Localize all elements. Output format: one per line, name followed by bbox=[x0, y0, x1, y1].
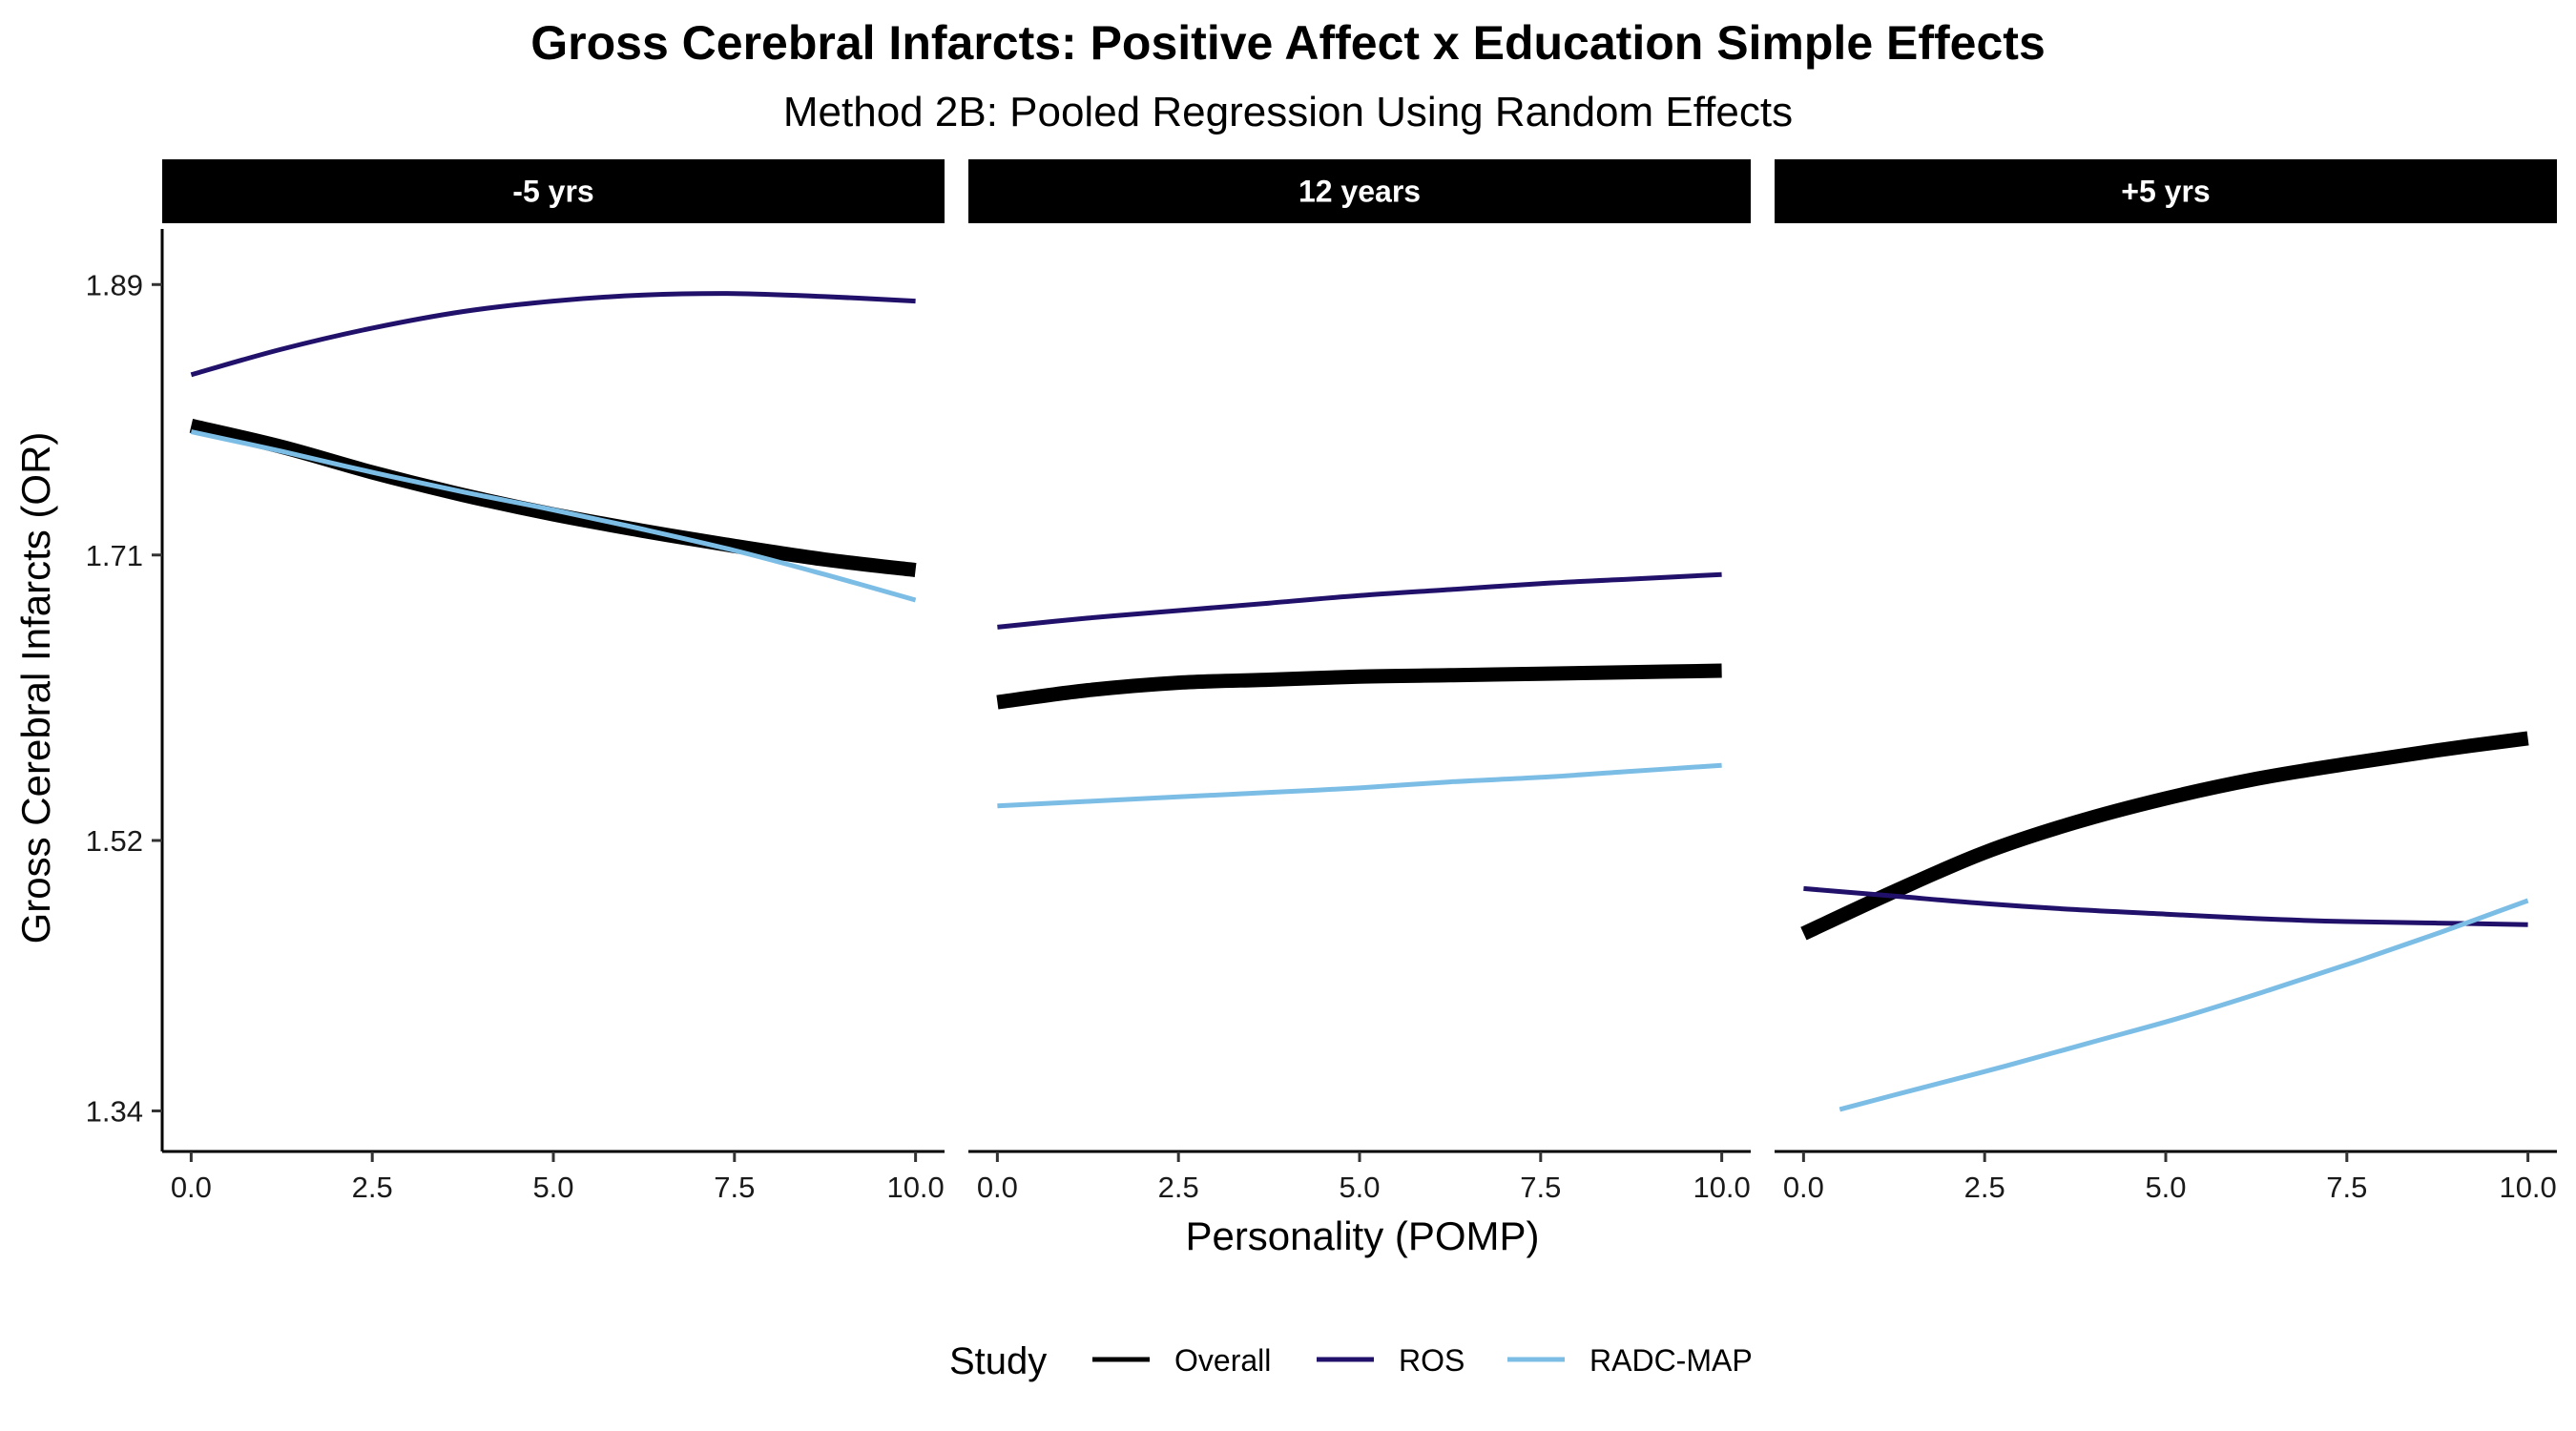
series-line-ros bbox=[190, 291, 916, 378]
facet-panels: -5 yrs 0.0 2.5 5.0 7.5 10.0 1.34 1.52 1.71 1.89 12… bbox=[86, 159, 2557, 1204]
y-tick-label: 1.52 bbox=[86, 824, 143, 858]
x-tick-label: 7.5 bbox=[1520, 1171, 1561, 1204]
x-tick-label: 5.0 bbox=[2145, 1171, 2186, 1204]
legend-title: Study bbox=[949, 1340, 1047, 1382]
facet-strip bbox=[1775, 159, 2557, 223]
series-line-ros bbox=[1803, 885, 2528, 927]
x-tick-label: 0.0 bbox=[1783, 1171, 1824, 1204]
facet-strip-label: +5 yrs bbox=[2121, 175, 2210, 209]
y-tick-label: 1.89 bbox=[86, 268, 143, 301]
series-line-overall bbox=[996, 663, 1722, 710]
x-tick-label: 7.5 bbox=[2326, 1171, 2367, 1204]
panel-5-yrs: -5 yrs 0.0 2.5 5.0 7.5 10.0 1.34 1.52 1.71 1.89 bbox=[86, 159, 945, 1204]
series-line-radc-map bbox=[190, 429, 917, 603]
facet-strip bbox=[162, 159, 945, 223]
panel-5-yrs: +5 yrs 0.0 2.5 5.0 7.5 10.0 bbox=[1775, 159, 2557, 1204]
series-line-ros bbox=[997, 571, 1722, 630]
series-line-radc-map bbox=[997, 762, 1722, 809]
x-tick-label: 10.0 bbox=[886, 1171, 944, 1204]
x-tick-label: 0.0 bbox=[977, 1171, 1018, 1204]
chart-title: Gross Cerebral Infarcts: Positive Affect… bbox=[530, 16, 2046, 70]
series-line-overall bbox=[1800, 731, 2529, 941]
x-tick-label: 2.5 bbox=[1158, 1171, 1199, 1204]
facet-strip-label: -5 yrs bbox=[512, 175, 593, 209]
x-tick-label: 5.0 bbox=[532, 1171, 573, 1204]
legend-label-radc-map: RADC-MAP bbox=[1589, 1343, 1753, 1378]
series-line-overall bbox=[189, 418, 917, 577]
x-tick-label: 0.0 bbox=[171, 1171, 212, 1204]
legend-label-overall: Overall bbox=[1174, 1343, 1271, 1378]
chart-subtitle: Method 2B: Pooled Regression Using Rando… bbox=[783, 89, 1793, 135]
x-tick-label: 5.0 bbox=[1339, 1171, 1380, 1204]
x-axis-title: Personality (POMP) bbox=[1185, 1213, 1539, 1258]
facet-strip bbox=[968, 159, 1751, 223]
x-tick-label: 2.5 bbox=[352, 1171, 393, 1204]
y-axis-title: Gross Cerebral Infarcts (OR) bbox=[13, 432, 58, 944]
x-tick-label: 2.5 bbox=[1964, 1171, 2005, 1204]
y-tick-label: 1.34 bbox=[86, 1094, 143, 1128]
y-tick-label: 1.71 bbox=[86, 539, 143, 572]
x-tick-label: 10.0 bbox=[2499, 1171, 2556, 1204]
facet-strip-label: 12 years bbox=[1298, 175, 1421, 209]
x-tick-label: 10.0 bbox=[1693, 1171, 1750, 1204]
series-line-radc-map bbox=[1839, 898, 2529, 1112]
panel-12-years: 12 years 0.0 2.5 5.0 7.5 10.0 bbox=[968, 159, 1751, 1204]
legend-label-ros: ROS bbox=[1399, 1343, 1465, 1378]
x-tick-label: 7.5 bbox=[714, 1171, 755, 1204]
legend: Study Overall ROS RADC-MAP bbox=[949, 1340, 1753, 1382]
